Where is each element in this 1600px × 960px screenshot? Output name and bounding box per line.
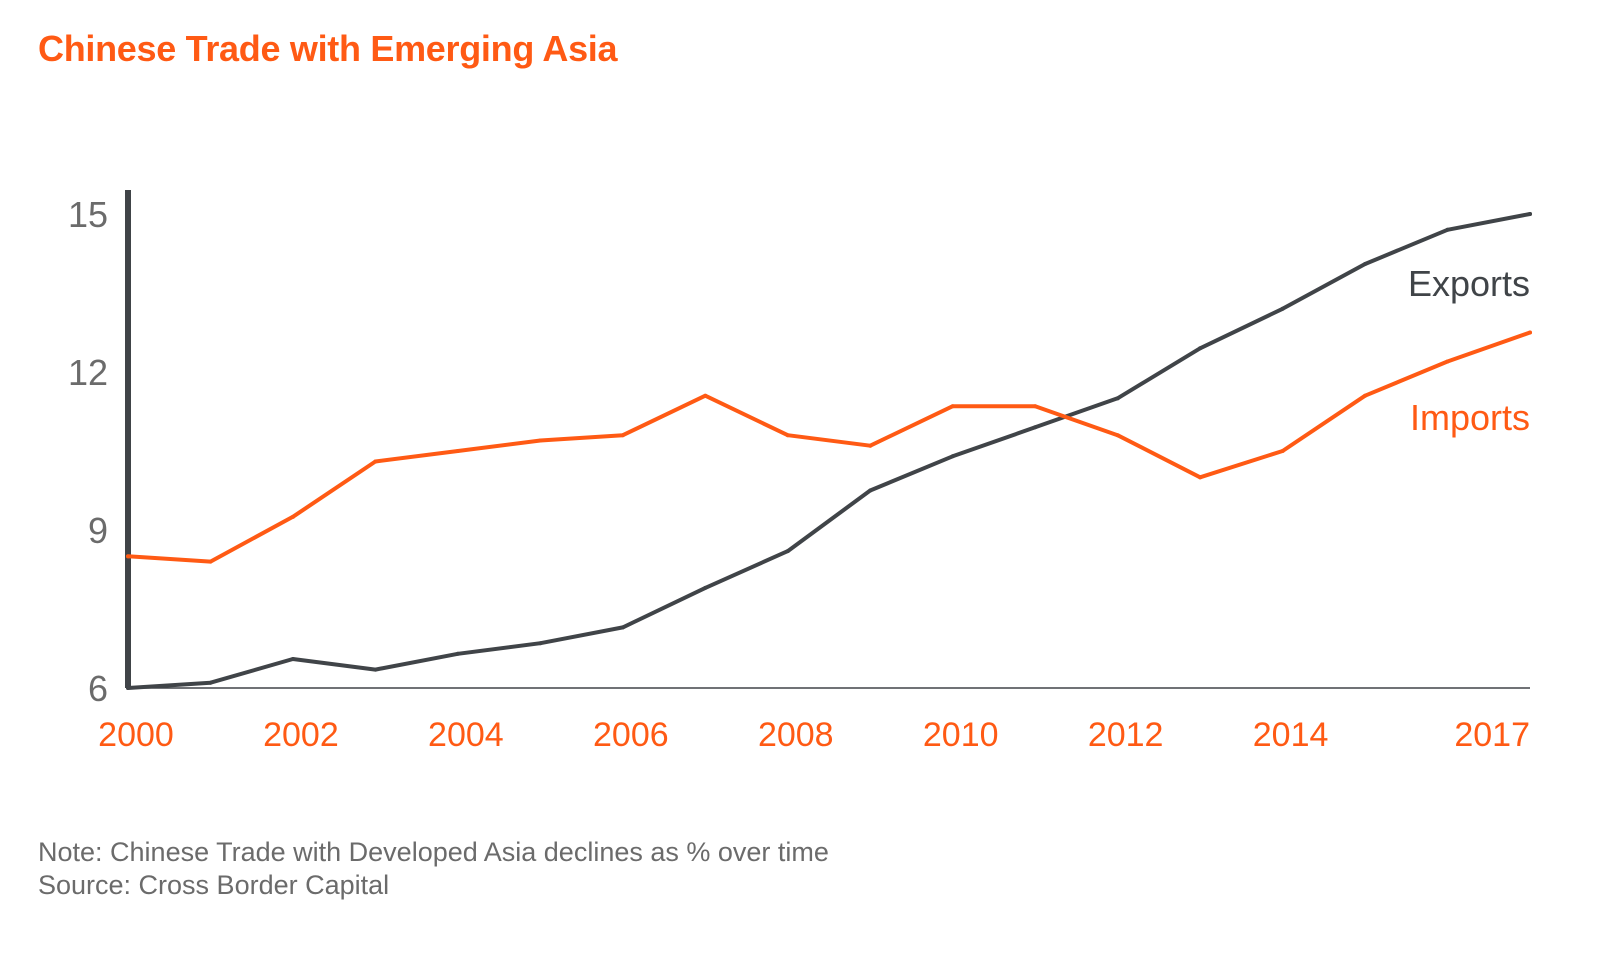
imports-point (455, 449, 460, 453)
series-lines (126, 212, 1532, 690)
exports-point (1445, 227, 1450, 232)
x-tick-label: 2000 (98, 716, 174, 754)
chart-note: Note: Chinese Trade with Developed Asia … (38, 837, 829, 867)
exports-point (208, 680, 213, 685)
y-tick-label: 6 (88, 668, 108, 709)
chart-axes (125, 190, 1530, 689)
exports-point (785, 549, 790, 554)
footnotes: Note: Chinese Trade with Developed Asia … (38, 836, 829, 902)
exports-point (455, 651, 460, 656)
imports-point (290, 514, 295, 519)
exports-point (373, 667, 378, 672)
exports-point (1198, 346, 1203, 351)
imports-point (1033, 404, 1038, 409)
imports-line (126, 330, 1532, 564)
exports-point (1280, 306, 1285, 311)
imports-point (1280, 449, 1285, 453)
x-tick-label: 2006 (593, 716, 669, 754)
exports-point (1528, 212, 1532, 216)
y-tick-label: 9 (88, 510, 108, 551)
imports-point (373, 459, 378, 464)
imports-point (620, 433, 625, 438)
exports-point (126, 686, 130, 690)
exports-point (538, 641, 543, 646)
imports-point (1528, 330, 1532, 335)
exports-point (950, 454, 955, 459)
exports-point (868, 488, 873, 493)
exports-point (620, 625, 625, 630)
x-tick-labels: 2000 2002 2004 2006 2008 2010 2012 2014 2017 (98, 716, 1530, 754)
exports-point (703, 585, 708, 590)
series-labels: Exports Imports (1408, 263, 1530, 438)
imports-point (126, 554, 130, 559)
exports-point (290, 657, 295, 662)
exports-line (126, 212, 1532, 690)
imports-point (703, 393, 708, 398)
imports-point (208, 559, 213, 564)
y-tick-label: 12 (68, 352, 108, 393)
imports-point (785, 433, 790, 438)
y-tick-labels: 6 9 12 15 (68, 194, 108, 709)
x-tick-label: 2004 (428, 716, 504, 754)
exports-point (1363, 262, 1368, 267)
x-tick-label: 2017 (1454, 716, 1530, 754)
imports-point (1445, 359, 1450, 364)
imports-point (1198, 475, 1203, 480)
x-tick-label: 2012 (1088, 716, 1164, 754)
x-tick-label: 2008 (758, 716, 834, 754)
chart-title: Chinese Trade with Emerging Asia (38, 28, 618, 69)
imports-point (1363, 393, 1368, 398)
imports-point (950, 404, 955, 409)
imports-series-label: Imports (1410, 397, 1530, 438)
imports-point (538, 438, 543, 443)
imports-point (868, 443, 873, 448)
y-tick-label: 15 (68, 194, 108, 235)
imports-point (1115, 433, 1120, 438)
x-tick-label: 2014 (1253, 716, 1329, 754)
x-tick-label: 2002 (263, 716, 339, 754)
chart-source: Source: Cross Border Capital (38, 870, 390, 900)
exports-series-label: Exports (1408, 263, 1530, 304)
exports-point (1115, 396, 1120, 401)
exports-point (1033, 425, 1038, 430)
x-tick-label: 2010 (923, 716, 999, 754)
